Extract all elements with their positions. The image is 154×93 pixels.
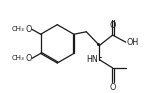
Text: O: O: [25, 25, 31, 34]
Text: OH: OH: [126, 38, 139, 47]
Text: O: O: [109, 82, 116, 92]
Text: O: O: [109, 21, 116, 30]
Text: O: O: [25, 54, 31, 63]
Text: CH₃: CH₃: [11, 55, 24, 61]
Text: HN: HN: [87, 55, 98, 64]
Text: CH₃: CH₃: [11, 26, 24, 32]
